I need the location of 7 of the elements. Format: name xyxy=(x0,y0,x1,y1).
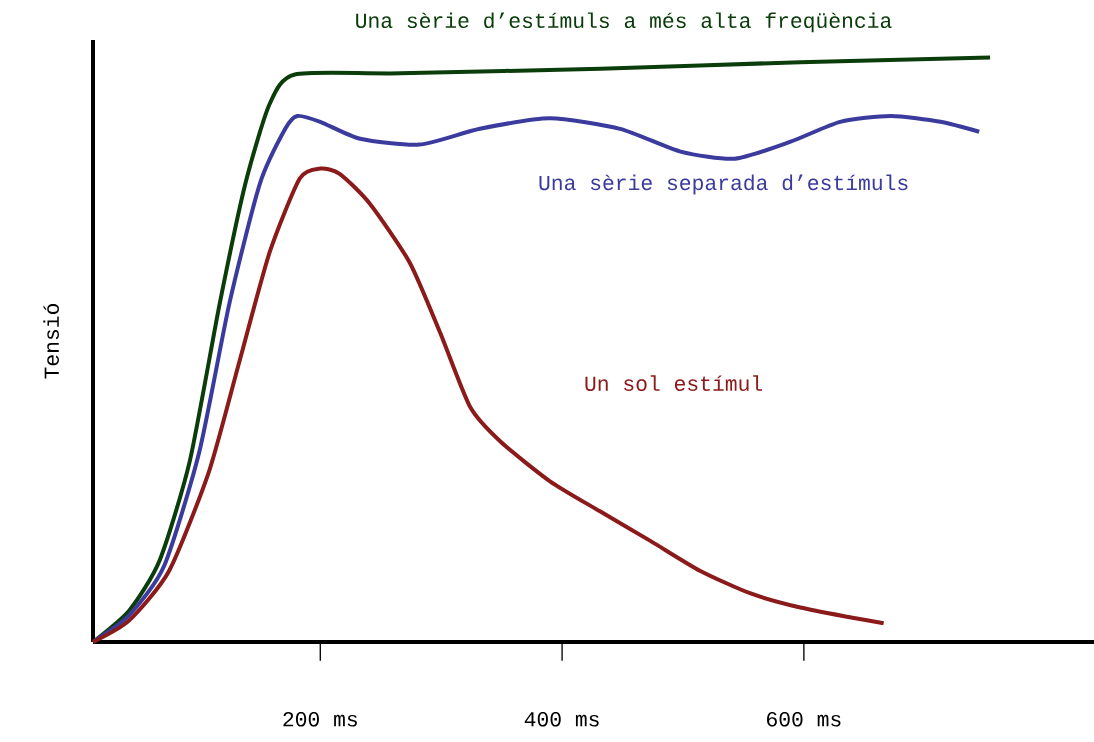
series-label: Una sèrie separada d’estímuls xyxy=(539,174,908,195)
x-tick-label: 200 ms xyxy=(283,712,357,727)
x-tick-label: 600 ms xyxy=(767,712,841,727)
series-label: Una sèrie d’estímuls a més alta freqüència xyxy=(356,12,892,33)
x-tick-label: 400 ms xyxy=(524,712,599,727)
y-axis-title: Tensió xyxy=(43,303,59,379)
text: Un sol estímul xyxy=(585,375,763,391)
